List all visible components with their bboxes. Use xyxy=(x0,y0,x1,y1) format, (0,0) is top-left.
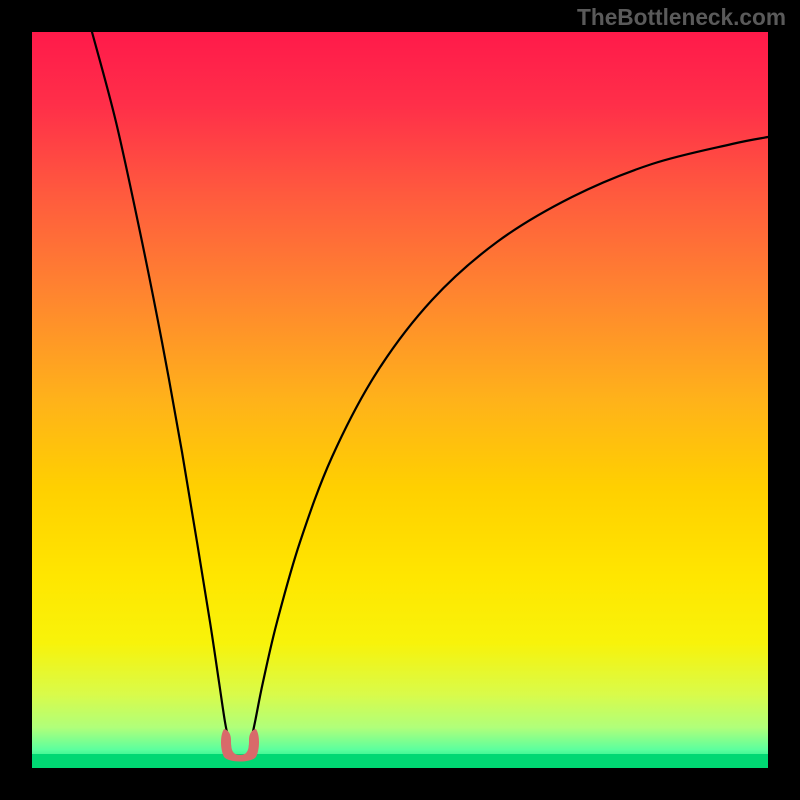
curve-right-branch xyxy=(250,137,768,746)
chart-container: TheBottleneck.com xyxy=(0,0,800,800)
bottleneck-curve xyxy=(32,32,768,768)
watermark-text: TheBottleneck.com xyxy=(577,4,786,31)
plot-area xyxy=(32,32,768,768)
curve-left-branch xyxy=(92,32,230,746)
